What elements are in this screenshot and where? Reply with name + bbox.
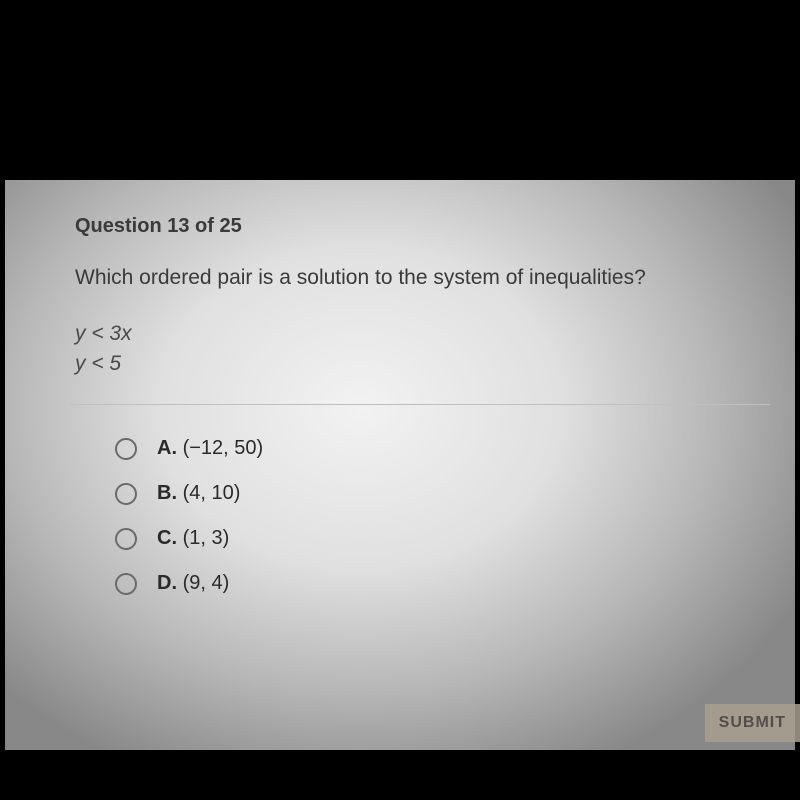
option-d-label: D. (9, 4) <box>157 572 229 595</box>
option-c[interactable]: C. (1, 3) <box>115 527 780 550</box>
inequality-1: y < 3x <box>75 322 780 346</box>
radio-icon[interactable] <box>115 483 137 505</box>
answer-options: A. (−12, 50) B. (4, 10) C. (1, 3) D. (9,… <box>75 437 780 595</box>
section-divider <box>70 404 770 405</box>
quiz-content: Question 13 of 25 Which ordered pair is … <box>5 180 795 750</box>
question-counter: Question 13 of 25 <box>75 215 780 238</box>
option-d[interactable]: D. (9, 4) <box>115 572 780 595</box>
submit-button[interactable]: SUBMIT <box>705 704 800 742</box>
radio-icon[interactable] <box>115 573 137 595</box>
question-prompt: Which ordered pair is a solution to the … <box>75 266 780 290</box>
option-c-label: C. (1, 3) <box>157 527 229 550</box>
option-a-label: A. (−12, 50) <box>157 437 263 460</box>
inequality-2: y < 5 <box>75 352 780 376</box>
option-b[interactable]: B. (4, 10) <box>115 482 780 505</box>
letterbox-bottom <box>0 750 800 800</box>
option-a[interactable]: A. (−12, 50) <box>115 437 780 460</box>
letterbox-top <box>0 0 800 180</box>
radio-icon[interactable] <box>115 528 137 550</box>
radio-icon[interactable] <box>115 438 137 460</box>
option-b-label: B. (4, 10) <box>157 482 240 505</box>
